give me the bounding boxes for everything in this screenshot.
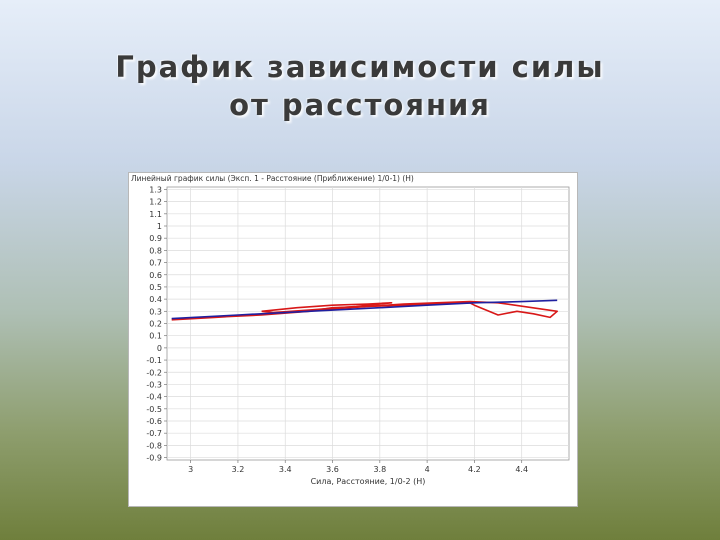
chart-panel: Линейный график силы (Эксп. 1 - Расстоян…	[128, 172, 578, 507]
y-tick-label: 0.7	[149, 259, 162, 268]
series-line	[171, 299, 558, 320]
y-tick-label: -0.6	[146, 417, 162, 426]
y-tick-label: 1.1	[149, 210, 162, 219]
slide-title-line-1: График зависимости силы	[115, 50, 605, 84]
chart-title: Линейный график силы (Эксп. 1 - Расстоян…	[131, 174, 414, 183]
x-tick-label: 4.2	[468, 465, 481, 474]
x-tick-label: 3.2	[232, 465, 245, 474]
x-tick-label: 4	[425, 465, 430, 474]
y-tick-label: 0.4	[149, 295, 162, 304]
y-tick-label: 0.5	[149, 283, 162, 292]
y-tick-label: 0.3	[149, 307, 162, 316]
y-tick-label: 0.9	[149, 234, 162, 243]
y-tick-label: -0.8	[146, 441, 162, 450]
y-tick-label: -0.3	[146, 380, 162, 389]
x-axis-title: Сила, Расстояние, 1/0-2 (Н)	[311, 477, 426, 486]
x-tick-label: 3.4	[279, 465, 292, 474]
y-tick-label: 1.2	[149, 198, 162, 207]
x-tick-label: 3.8	[373, 465, 386, 474]
y-tick-label: -0.7	[146, 429, 162, 438]
y-tick-label: 1	[157, 222, 162, 231]
series-line	[261, 302, 393, 314]
y-tick-label: -0.1	[146, 356, 162, 365]
y-tick-label: -0.4	[146, 393, 162, 402]
y-tick-label: -0.9	[146, 454, 162, 463]
y-tick-label: 1.3	[149, 185, 162, 194]
y-tick-label: 0	[157, 344, 162, 353]
x-tick-label: 3.6	[326, 465, 339, 474]
y-tick-label: 0.6	[149, 271, 162, 280]
x-tick-label: 3	[188, 465, 193, 474]
y-tick-label: -0.2	[146, 368, 162, 377]
slide-title: График зависимости силы от расстояния	[0, 48, 720, 124]
y-tick-label: 0.2	[149, 320, 162, 329]
y-tick-label: -0.5	[146, 405, 162, 414]
slide-title-line-2: от расстояния	[229, 88, 491, 122]
force-distance-chart: 1.3 1.2 1.1 1 0.9 0.8 0.7 0.6 0.5 0.4 0.3 0.2 0.1 0 -0…	[146, 185, 570, 486]
y-tick-label: 0.8	[149, 246, 162, 255]
y-tick-label: 0.1	[149, 332, 162, 341]
x-tick-label: 4.4	[515, 465, 528, 474]
